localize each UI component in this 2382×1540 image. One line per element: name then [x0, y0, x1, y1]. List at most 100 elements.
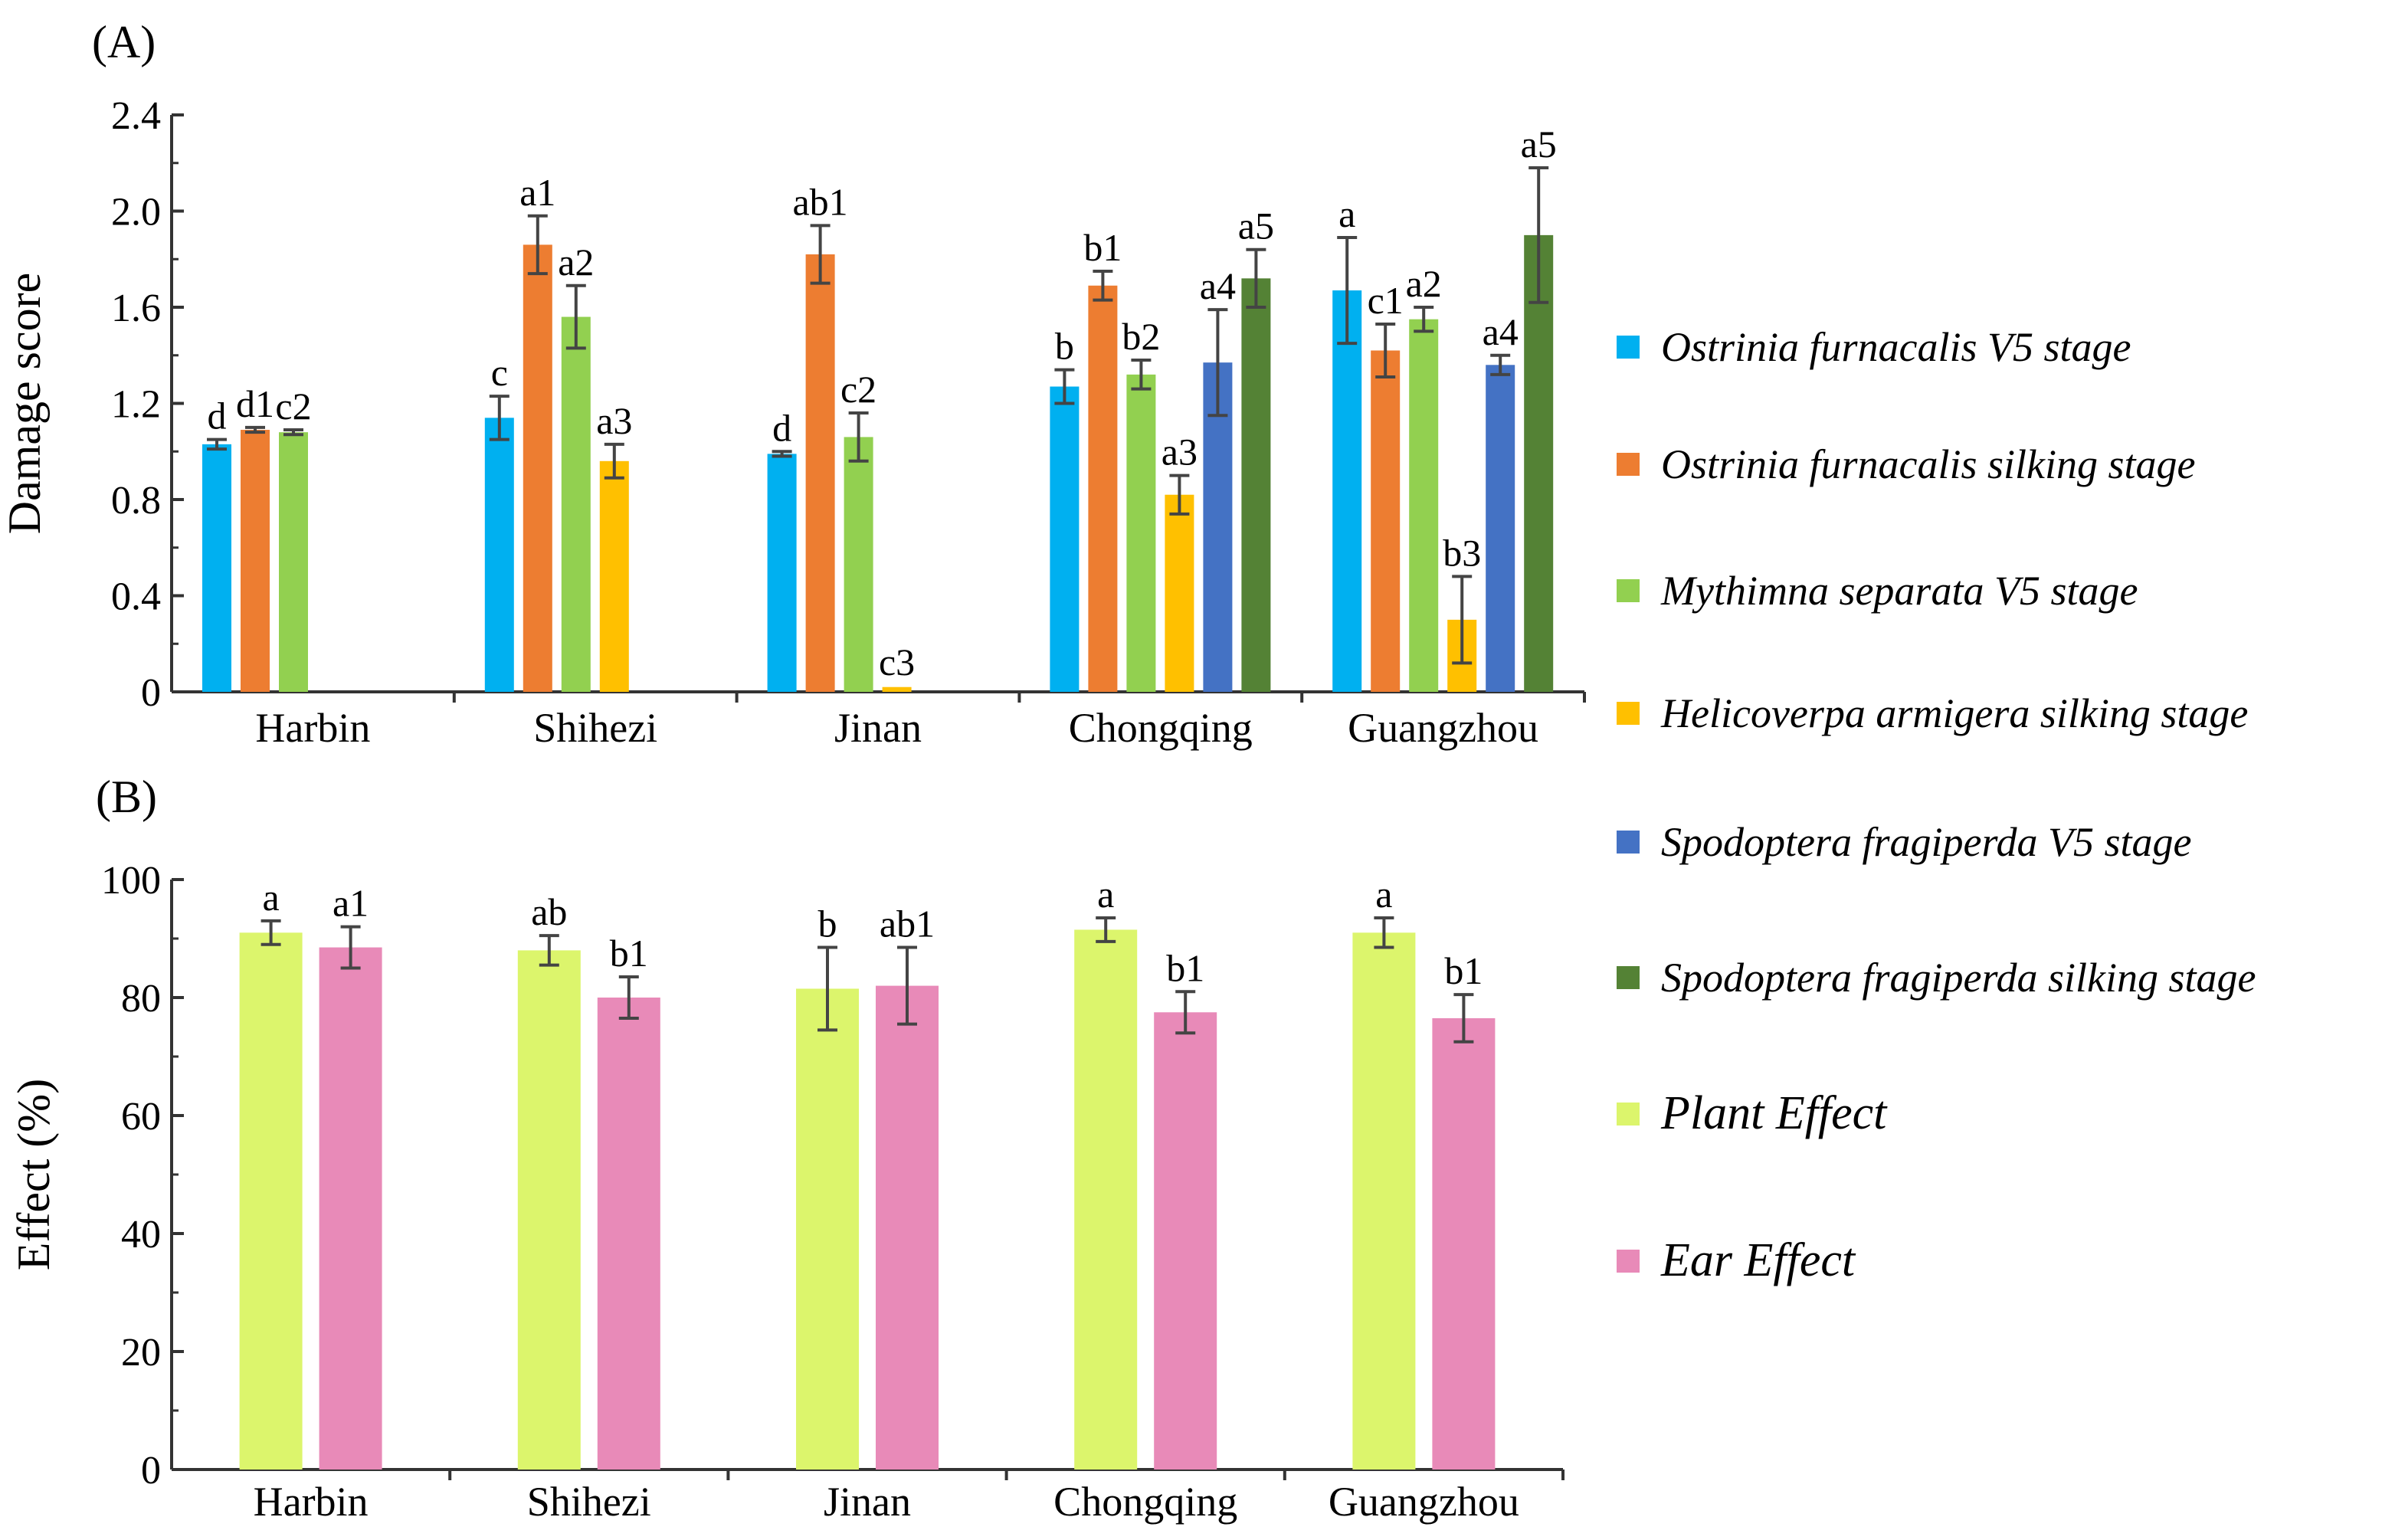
legend-swatch [1617, 453, 1640, 476]
x-tick-label: Chongqing [1069, 705, 1253, 751]
significance-label: a [1097, 873, 1114, 916]
bar [767, 454, 797, 692]
legend-item-ear-effect: Ear Effect [1617, 1234, 1855, 1288]
bar [805, 254, 835, 693]
y-tick-label: 0.4 [111, 575, 161, 619]
y-tick-label: 2.4 [111, 94, 161, 138]
bar [1126, 374, 1156, 692]
x-tick-label: Guangzhou [1348, 705, 1538, 751]
bar [202, 444, 231, 692]
significance-label: a5 [1238, 205, 1274, 247]
bar [1432, 1017, 1496, 1470]
bar [1154, 1012, 1217, 1470]
significance-label: a3 [596, 399, 632, 442]
bar [1050, 386, 1080, 692]
bar [599, 460, 629, 692]
significance-label: ab1 [792, 180, 847, 223]
significance-label: a [1375, 873, 1392, 916]
bar [1241, 278, 1271, 693]
significance-label: a1 [333, 882, 369, 925]
bar [1409, 319, 1439, 692]
significance-label: a [1338, 192, 1355, 235]
bar [484, 418, 514, 692]
significance-label: a1 [519, 171, 555, 214]
significance-label: a4 [1200, 264, 1236, 307]
y-tick-label: 1.2 [111, 383, 161, 427]
bar [517, 950, 581, 1470]
significance-label: d [208, 395, 227, 437]
bar [1165, 494, 1194, 692]
y-tick-label: 0.8 [111, 479, 161, 523]
panel-label: (B) [96, 772, 157, 822]
legend-item-ostrinia-v5: Ostrinia furnacalis V5 stage [1617, 323, 2131, 371]
x-tick-label: Shihezi [527, 1479, 651, 1525]
significance-label: a4 [1483, 310, 1519, 353]
x-tick-label: Harbin [254, 1479, 369, 1525]
bar [882, 686, 912, 692]
bar [239, 932, 303, 1470]
x-tick-label: Harbin [255, 705, 370, 751]
x-tick-label: Jinan [834, 705, 922, 751]
legend-item-mythimna-v5: Mythimna separata V5 stage [1617, 567, 2138, 614]
bar [561, 316, 591, 692]
x-tick-label: Jinan [824, 1479, 911, 1525]
x-tick-label: Chongqing [1053, 1479, 1237, 1525]
legend-label: Ostrinia furnacalis V5 stage [1661, 324, 2131, 370]
bar [1332, 290, 1362, 693]
significance-label: b1 [1166, 946, 1204, 989]
significance-label: b2 [1122, 315, 1160, 358]
y-axis-title: Effect (%) [8, 1079, 59, 1270]
bar [1074, 929, 1138, 1470]
significance-label: c2 [840, 368, 876, 411]
bar [597, 998, 660, 1470]
significance-label: b [1055, 325, 1074, 368]
bar [844, 437, 873, 692]
bar [1203, 362, 1233, 692]
legend-swatch [1617, 1102, 1640, 1126]
legend-label: Ostrinia furnacalis silking stage [1661, 441, 2196, 487]
y-tick-label: 2.0 [111, 191, 161, 234]
panel-label: (A) [92, 17, 156, 67]
significance-label: c [491, 351, 508, 394]
significance-label: a2 [558, 241, 594, 283]
significance-label: ab1 [880, 903, 935, 945]
legend-item-plant-effect: Plant Effect [1617, 1086, 1886, 1141]
legend-swatch [1617, 966, 1640, 989]
significance-label: d [772, 406, 791, 449]
significance-label: ab [531, 890, 567, 933]
legend-swatch [1617, 702, 1640, 725]
bar [1486, 365, 1515, 692]
legend-label: Spodoptera fragiperda V5 stage [1661, 819, 2192, 865]
legend-label: Plant Effect [1661, 1087, 1887, 1139]
legend-item-helicoverpa-silking: Helicoverpa armigera silking stage [1617, 690, 2248, 737]
bar [241, 430, 270, 692]
significance-label: b1 [1083, 226, 1122, 269]
significance-label: a2 [1406, 262, 1442, 305]
legend-item-ostrinia-silking: Ostrinia furnacalis silking stage [1617, 441, 2196, 488]
significance-label: b3 [1443, 531, 1481, 574]
y-tick-label: 100 [101, 859, 161, 903]
chart-legend: Ostrinia furnacalis V5 stage Ostrinia fu… [1617, 0, 2382, 1540]
significance-label: b1 [1444, 949, 1483, 992]
significance-label: c2 [275, 385, 311, 428]
significance-label: b [818, 903, 837, 945]
significance-label: d1 [236, 382, 274, 425]
bar [1371, 350, 1401, 692]
x-tick-label: Shihezi [533, 705, 657, 751]
legend-label: Helicoverpa armigera silking stage [1661, 690, 2249, 736]
significance-label: a3 [1162, 431, 1198, 473]
bar [796, 988, 859, 1470]
legend-swatch [1617, 579, 1640, 602]
bar [876, 985, 939, 1470]
y-tick-label: 0 [141, 1449, 161, 1492]
legend-item-spodoptera-v5: Spodoptera fragiperda V5 stage [1617, 818, 2191, 866]
bar [1088, 285, 1118, 692]
bar [1524, 234, 1554, 692]
legend-swatch [1617, 831, 1640, 854]
bar [523, 244, 552, 692]
bar [279, 432, 308, 692]
y-axis-title: Damage score [0, 273, 50, 534]
legend-swatch [1617, 336, 1640, 359]
significance-label: c1 [1368, 279, 1404, 322]
y-tick-label: 60 [121, 1095, 161, 1139]
